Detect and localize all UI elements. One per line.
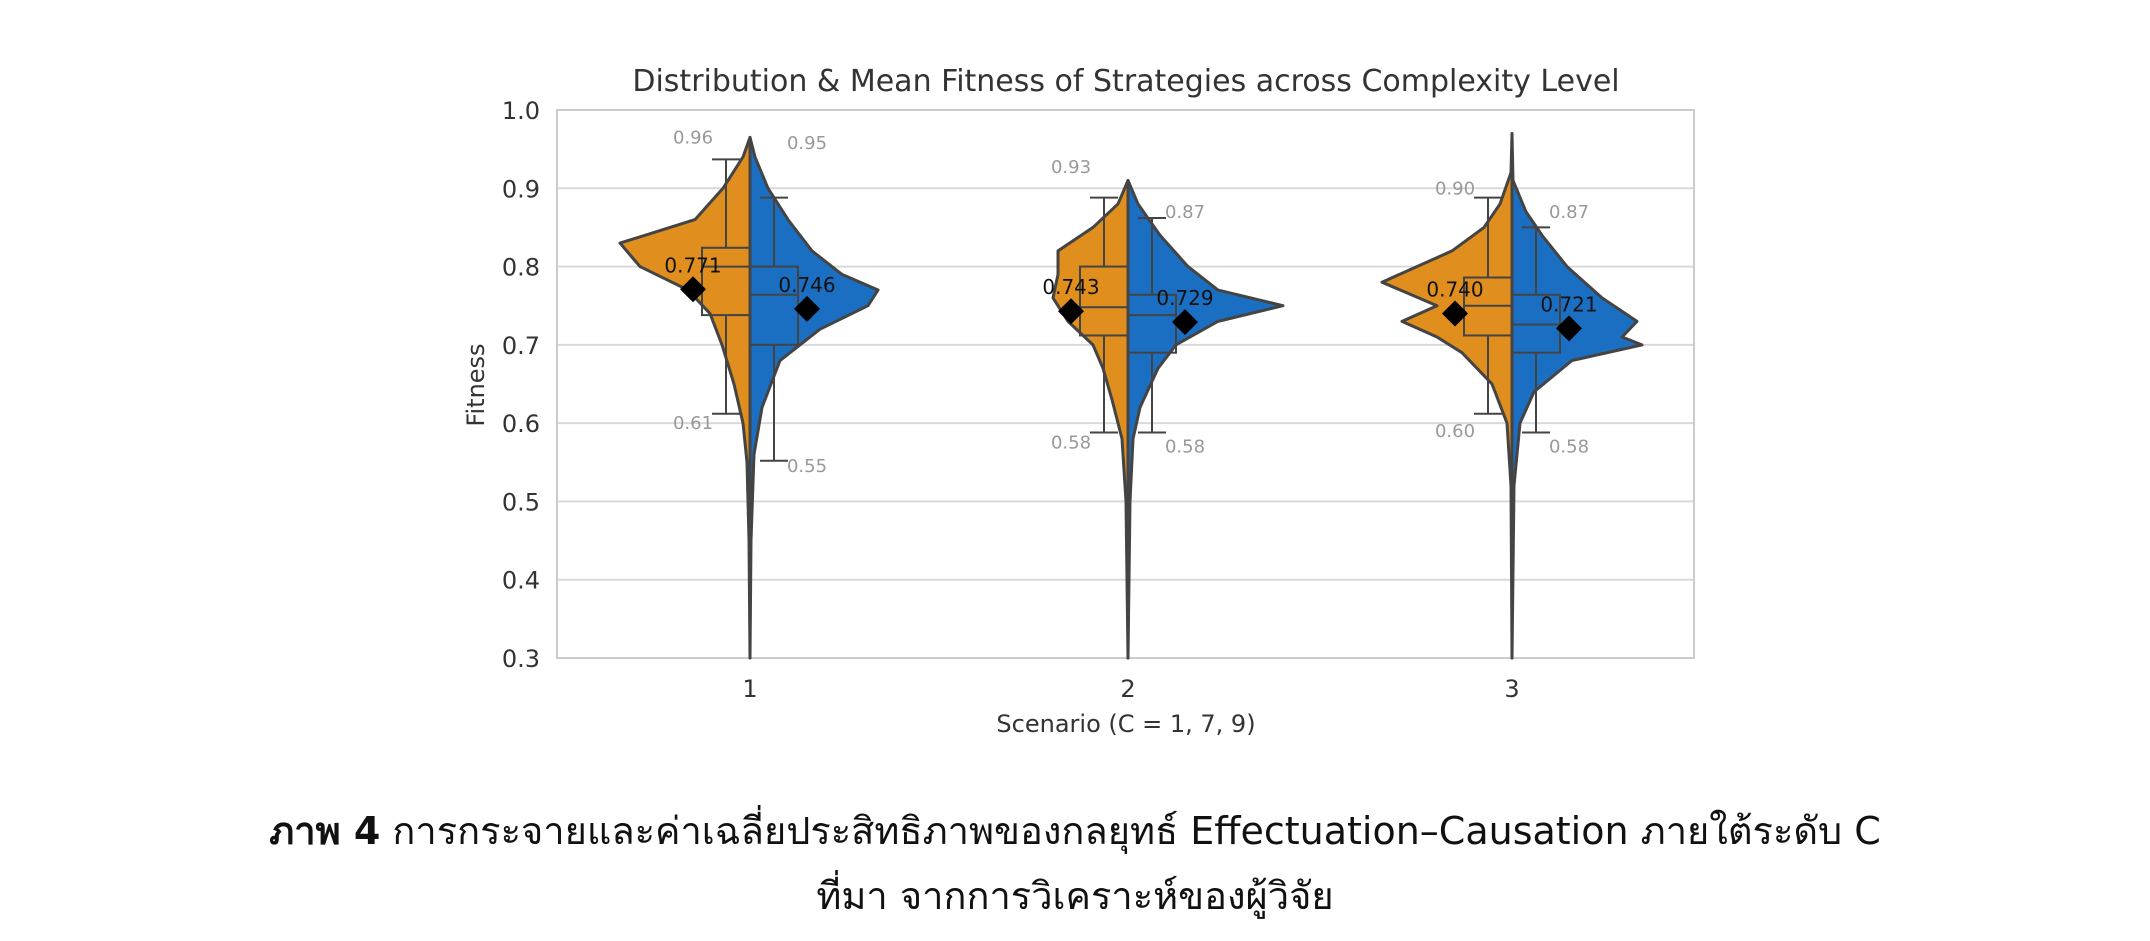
plot-frame (556, 109, 1695, 659)
y-axis-ticks: 0.3 0.4 0.5 0.6 0.7 0.8 0.9 1.0 (502, 97, 540, 673)
chart-title: Distribution & Mean Fitness of Strategie… (632, 64, 1619, 99)
mean-marker (1556, 315, 1582, 342)
max-label: 0.90 (1435, 178, 1475, 199)
max-label: 0.93 (1051, 157, 1091, 178)
y-tick-label: 0.3 (502, 645, 540, 673)
mean-label: 0.771 (664, 253, 721, 277)
annotations: 0.771 0.96 0.61 0.746 0.95 0.55 0.743 0.93 0.58 0… (664, 127, 1597, 477)
mean-label: 0.721 (1540, 292, 1597, 316)
y-tick-label: 0.4 (502, 567, 540, 595)
violin-half-causation (1510, 131, 1644, 660)
mean-label: 0.729 (1156, 286, 1213, 310)
figure-number: ภาพ 4 (269, 809, 381, 853)
x-tick-label: 3 (1504, 675, 1519, 703)
y-axis-label: Fitness (462, 343, 490, 426)
min-label: 0.58 (1549, 437, 1589, 458)
x-axis-ticks: 1 2 3 (742, 675, 1519, 703)
violin-half-effectuation (1051, 178, 1130, 660)
x-tick-label: 1 (742, 675, 757, 703)
x-axis-label: Scenario (C = 1, 7, 9) (996, 710, 1255, 738)
figure-source: ที่มา จากการวิเคราะห์ของผู้วิจัย (816, 874, 1334, 918)
figure-caption: ภาพ 4 การกระจายและค่าเฉลี่ยประสิทธิภาพขอ… (0, 800, 2150, 861)
mean-marker (1172, 309, 1198, 336)
mean-marker (1058, 298, 1084, 325)
mean-label: 0.746 (778, 273, 835, 297)
min-label: 0.60 (1435, 421, 1475, 442)
y-tick-label: 0.8 (502, 254, 540, 282)
min-label: 0.61 (673, 413, 713, 434)
y-tick-label: 0.5 (502, 488, 540, 516)
mean-marker (1442, 300, 1468, 327)
min-label: 0.58 (1165, 437, 1205, 458)
violin-half-causation (1126, 178, 1285, 660)
y-tick-label: 0.7 (502, 332, 540, 360)
max-label: 0.95 (787, 133, 827, 154)
min-label: 0.55 (787, 456, 827, 477)
mean-label: 0.740 (1426, 278, 1483, 302)
mean-label: 0.743 (1042, 275, 1099, 299)
mean-marker (794, 295, 820, 322)
caption-text: การกระจายและค่าเฉลี่ยประสิทธิภาพของกลยุท… (380, 809, 1881, 853)
max-label: 0.87 (1549, 202, 1589, 223)
min-label: 0.58 (1051, 433, 1091, 454)
violin-half-effectuation (1380, 131, 1514, 660)
violin-chart: Distribution & Mean Fitness of Strategie… (462, 64, 1695, 738)
max-label: 0.87 (1165, 202, 1205, 223)
boxplots (701, 158, 1561, 462)
max-label: 0.96 (673, 127, 713, 148)
x-tick-label: 2 (1120, 675, 1135, 703)
y-tick-label: 0.9 (502, 175, 540, 203)
y-tick-label: 1.0 (502, 97, 540, 125)
y-tick-label: 0.6 (502, 410, 540, 438)
mean-marker (680, 276, 706, 303)
